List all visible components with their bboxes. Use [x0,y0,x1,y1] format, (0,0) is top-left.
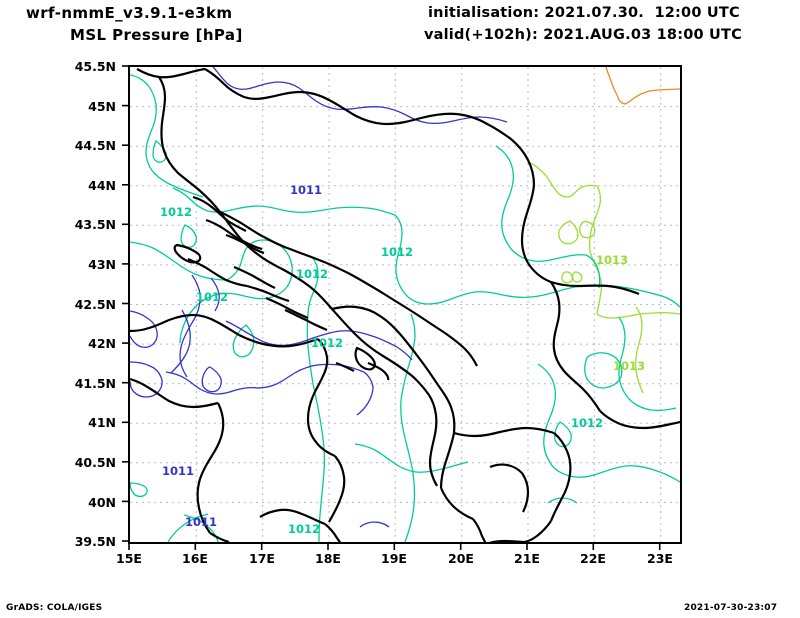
valid-time: valid(+102h): 2021.AUG.03 18:00 UTC [424,27,742,43]
contour-label: 1012 [196,290,228,304]
y-tick-label: 40.5N [74,455,116,470]
model-title: wrf-nmmE_v3.9.1-e3km [26,4,233,22]
y-tick-label: 41.5N [74,376,116,391]
x-tick-label: 23E [647,551,673,566]
field-title: MSL Pressure [hPa] [70,26,243,44]
x-tick-label: 16E [182,551,208,566]
render-timestamp: 2021-07-30-23:07 [684,603,778,613]
x-tick-label: 18E [315,551,341,566]
coastline-and-borders [130,67,680,542]
isobar-contour-layer [130,67,680,542]
contour-label: 1012 [381,245,413,259]
contour-label: 1012 [571,416,603,430]
contour-label: 1011 [162,464,194,478]
y-tick-label: 39.5N [74,534,116,549]
y-tick-label: 43.5N [74,217,116,232]
x-tick-label: 17E [249,551,275,566]
contour-label-layer: 1011 1012 1012 1012 1012 1012 1013 1013 … [160,183,645,536]
grads-credit: GrADS: COLA/IGES [6,603,103,613]
initialisation-time: initialisation: 2021.07.30. 12:00 UTC [428,5,740,21]
y-tick-label: 43N [88,257,116,272]
x-tick-label: 21E [514,551,540,566]
contour-label: 1011 [290,183,322,197]
isobar-1013 [527,161,680,394]
contour-label: 1011 [185,515,217,529]
x-tick-label: 19E [381,551,407,566]
contour-plot-area: 1011 1012 1012 1012 1012 1012 1013 1013 … [128,65,682,544]
y-tick-label: 41N [88,415,116,430]
contour-label: 1012 [160,205,192,219]
contour-label: 1012 [311,336,343,350]
x-tick-label: 22E [580,551,606,566]
contour-label: 1013 [613,359,645,373]
contour-label: 1012 [296,267,328,281]
isobar-1011 [130,67,508,528]
y-tick-label: 40N [88,495,116,510]
x-tick-label: 20E [448,551,474,566]
isobar-1014 [605,67,680,105]
y-tick-label: 44.5N [74,138,116,153]
y-tick-label: 45.5N [74,59,116,74]
x-tick-label: 15E [116,551,142,566]
y-tick-label: 42N [88,336,116,351]
y-tick-label: 44N [88,178,116,193]
contour-label: 1012 [288,522,320,536]
y-tick-label: 45N [88,99,116,114]
contour-label: 1013 [596,253,628,267]
y-tick-label: 42.5N [74,297,116,312]
